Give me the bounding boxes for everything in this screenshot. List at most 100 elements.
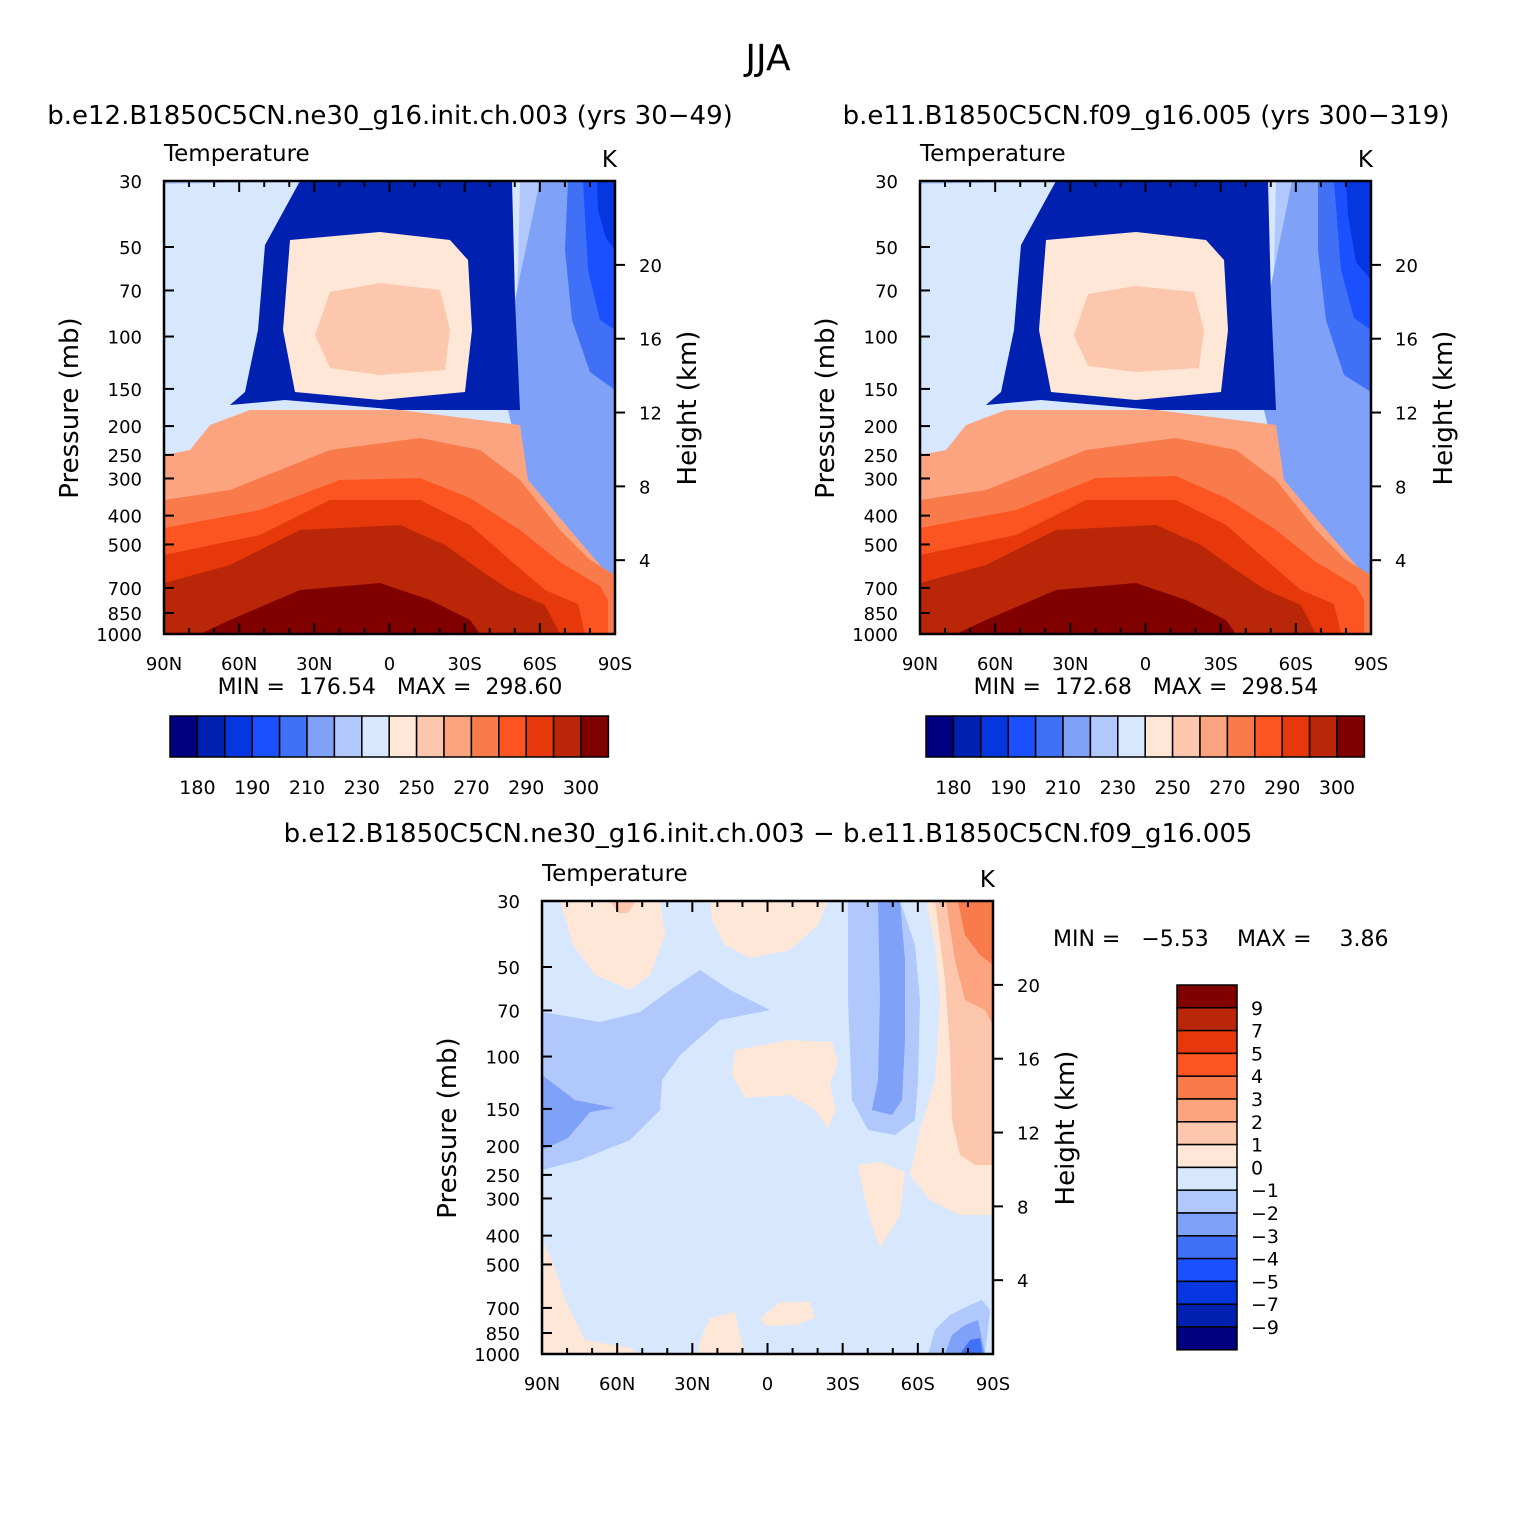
difference-colorbar-cell — [1176, 1257, 1238, 1283]
difference-height-tick-label: 8 — [1017, 1197, 1028, 1218]
right-colorbar-cell — [1034, 715, 1064, 758]
left-colorbar-cell — [498, 715, 527, 758]
difference-colorbar-label: −5 — [1251, 1271, 1279, 1293]
difference-height-tick-label: 20 — [1017, 976, 1040, 997]
difference-colorbar-cell — [1176, 1052, 1238, 1077]
difference-colorbar-label: 1 — [1251, 1135, 1263, 1157]
difference-pressure-tick-label: 70 — [497, 1001, 520, 1022]
right-colorbar-cell — [952, 715, 982, 758]
difference-pressure-tick-label: 100 — [486, 1048, 520, 1069]
left-colorbar-cell — [333, 715, 363, 758]
left-lat-tick-label: 30N — [296, 654, 332, 675]
panel-right: b.e11.B1850C5CN.f09_g16.005 (yrs 300−319… — [811, 101, 1459, 799]
left-height-axis-label: Height (km) — [673, 331, 703, 486]
right-colorbar-cell — [1336, 715, 1366, 758]
right-pressure-tick-label: 1000 — [852, 625, 898, 646]
left-lat-tick-label: 60N — [221, 654, 257, 675]
right-variable-label: Temperature — [919, 141, 1066, 167]
right-colorbar-cell — [1117, 715, 1146, 758]
left-pressure-tick-label: 500 — [108, 535, 142, 556]
right-colorbar-label: 300 — [1319, 777, 1355, 799]
left-lat-tick-label: 60S — [523, 654, 557, 675]
difference-pressure-tick-label: 250 — [486, 1166, 520, 1187]
left-units-label: K — [602, 147, 618, 173]
right-colorbar-label: 230 — [1100, 777, 1136, 799]
right-colorbar-cell — [1226, 715, 1256, 758]
right-pressure-tick-label: 50 — [875, 238, 898, 259]
difference-colorbar-cell — [1176, 1212, 1238, 1237]
left-pressure-tick-label: 50 — [119, 238, 142, 259]
right-colorbar-label: 210 — [1045, 777, 1081, 799]
right-colorbar-cell — [925, 715, 955, 758]
right-height-tick-label: 4 — [1395, 551, 1406, 572]
difference-pressure-tick-label: 1000 — [474, 1345, 520, 1366]
right-colorbar-cell — [1062, 715, 1092, 758]
difference-colorbar-cell — [1176, 1280, 1238, 1305]
difference-height-tick-label: 4 — [1017, 1271, 1028, 1292]
difference-height-tick-label: 12 — [1017, 1124, 1040, 1145]
difference-colorbar-label: −3 — [1251, 1226, 1279, 1248]
difference-subtitle: b.e12.B1850C5CN.ne30_g16.init.ch.003 − b… — [284, 819, 1253, 849]
left-subtitle: b.e12.B1850C5CN.ne30_g16.init.ch.003 (yr… — [47, 101, 733, 131]
difference-colorbar-cell — [1176, 1075, 1238, 1100]
difference-colorbar-cell — [1176, 1303, 1238, 1328]
difference-variable-label: Temperature — [541, 861, 688, 887]
right-min-max: MIN = 172.68 MAX = 298.54 — [974, 675, 1319, 700]
left-pressure-tick-label: 150 — [108, 380, 142, 401]
right-colorbar-label: 250 — [1154, 777, 1190, 799]
difference-height-axis-label: Height (km) — [1051, 1051, 1081, 1206]
left-colorbar-label: 250 — [398, 777, 434, 799]
difference-lat-tick-label: 90S — [976, 1374, 1010, 1395]
left-pressure-axis-label: Pressure (mb) — [55, 317, 85, 498]
difference-pressure-tick-label: 50 — [497, 958, 520, 979]
difference-max: MAX = 3.86 — [1237, 927, 1389, 952]
left-pressure-tick-label: 300 — [108, 469, 142, 490]
left-lat-tick-label: 30S — [447, 654, 481, 675]
right-pressure-tick-label: 500 — [864, 535, 898, 556]
left-colorbar-label: 290 — [508, 777, 544, 799]
left-colorbar-cell — [224, 715, 253, 758]
difference-pressure-tick-label: 300 — [486, 1189, 520, 1210]
left-colorbar-label: 180 — [179, 777, 215, 799]
right-units-label: K — [1358, 147, 1374, 173]
figure-title: JJA — [743, 38, 791, 79]
right-colorbar-cell — [1144, 715, 1174, 758]
difference-lat-tick-label: 0 — [762, 1374, 773, 1395]
right-pressure-tick-label: 400 — [864, 507, 898, 528]
left-colorbar-label: 230 — [344, 777, 380, 799]
left-pressure-tick-label: 700 — [108, 579, 142, 600]
panel-difference: b.e12.B1850C5CN.ne30_g16.init.ch.003 − b… — [284, 819, 1389, 1395]
right-pressure-tick-label: 100 — [864, 328, 898, 349]
right-subtitle: b.e11.B1850C5CN.f09_g16.005 (yrs 300−319… — [843, 101, 1450, 131]
right-colorbar-label: 190 — [990, 777, 1026, 799]
difference-colorbar-label: 9 — [1251, 998, 1263, 1020]
difference-pressure-tick-label: 850 — [486, 1324, 520, 1345]
left-colorbar-cell — [580, 715, 610, 758]
right-contour-field — [920, 181, 1371, 634]
right-pressure-tick-label: 200 — [864, 417, 898, 438]
right-colorbar-label: 270 — [1209, 777, 1245, 799]
left-pressure-tick-label: 100 — [108, 328, 142, 349]
left-height-tick-label: 20 — [639, 256, 662, 277]
right-colorbar-cell — [1254, 715, 1283, 758]
left-colorbar-cell — [525, 715, 555, 758]
left-height-tick-label: 8 — [639, 477, 650, 498]
left-colorbar-cell — [251, 715, 281, 758]
difference-colorbar-label: 0 — [1251, 1157, 1263, 1179]
difference-lat-tick-label: 90N — [524, 1374, 560, 1395]
right-pressure-tick-label: 850 — [864, 604, 898, 625]
left-lat-tick-label: 0 — [384, 654, 395, 675]
left-colorbar-label: 270 — [453, 777, 489, 799]
left-contour-field — [164, 181, 615, 634]
left-colorbar-label: 190 — [234, 777, 270, 799]
difference-colorbar-cell — [1176, 1143, 1238, 1169]
left-colorbar-cell — [443, 715, 473, 758]
difference-colorbar-label: 4 — [1251, 1066, 1263, 1088]
right-lat-tick-label: 90N — [902, 654, 938, 675]
difference-pressure-tick-label: 700 — [486, 1299, 520, 1320]
left-variable-label: Temperature — [163, 141, 310, 167]
right-colorbar-label: 290 — [1264, 777, 1300, 799]
left-pressure-tick-label: 250 — [108, 446, 142, 467]
right-height-tick-label: 16 — [1395, 330, 1418, 351]
